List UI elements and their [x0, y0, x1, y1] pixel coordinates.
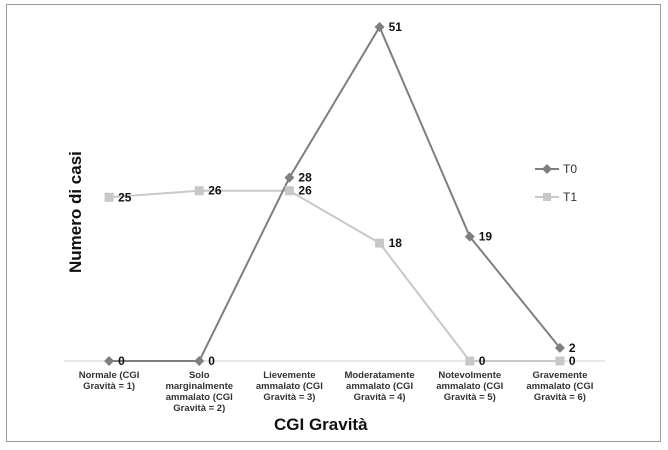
data-label-t1-1: 26 — [208, 184, 222, 198]
y-axis-title: Numero di casi — [66, 151, 85, 273]
data-label-t0-2: 28 — [298, 171, 312, 185]
marker-t1-1 — [194, 186, 204, 196]
series-line-t0 — [109, 24, 561, 362]
legend-label-t0: T0 — [563, 162, 578, 176]
x-tick-label-3: Moderatamente ammalato (CGI Gravità = 4) — [344, 370, 415, 403]
marker-t0-3 — [374, 22, 385, 32]
data-label-t0-3: 51 — [389, 20, 403, 34]
marker-t1-0 — [104, 192, 114, 202]
marker-t1-4 — [465, 356, 475, 366]
x-axis-title: CGI Gravità — [274, 415, 368, 434]
data-label-t1-3: 18 — [389, 236, 403, 250]
data-label-t1-5: 0 — [569, 354, 576, 368]
legend-swatch-t0 — [535, 164, 559, 174]
x-tick-label-2: Lievemente ammalato (CGI Gravità = 3) — [255, 370, 323, 403]
data-label-t0-4: 19 — [479, 230, 493, 244]
x-tick-label-0: Normale (CGI Gravità = 1) — [78, 370, 140, 392]
series-line-t1 — [109, 189, 560, 362]
legend-swatch-t1 — [535, 193, 559, 201]
marker-t1-5 — [555, 356, 565, 366]
x-tick-label-1: Solo marginalmente ammalato (CGI Gravità… — [165, 370, 234, 414]
marker-t1-3 — [375, 238, 385, 248]
marker-t1-2 — [284, 186, 294, 196]
data-label-t0-5: 2 — [569, 341, 576, 355]
chart-frame — [6, 4, 661, 442]
marker-t0-5 — [554, 342, 565, 353]
x-tick-label-5: Gravemente ammalato (CGI Gravità = 6) — [526, 370, 594, 403]
marker-t0-0 — [104, 356, 115, 366]
data-label-t1-4: 0 — [479, 354, 486, 368]
data-label-t0-0: 0 — [118, 354, 125, 368]
marker-t0-4 — [464, 231, 475, 242]
data-label-t0-1: 0 — [208, 354, 215, 368]
data-label-t1-0: 25 — [118, 190, 132, 204]
marker-t0-2 — [284, 172, 295, 183]
marker-t0-1 — [194, 356, 205, 366]
data-label-t1-2: 26 — [298, 184, 312, 198]
x-tick-label-4: Notevolmente ammalato (CGI Gravità = 5) — [436, 370, 504, 403]
legend-label-t1: T1 — [563, 190, 578, 204]
